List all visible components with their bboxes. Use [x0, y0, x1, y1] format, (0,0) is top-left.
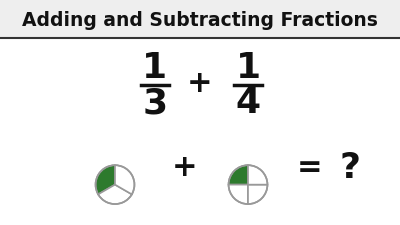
- Text: 1: 1: [142, 51, 168, 85]
- Text: Adding and Subtracting Fractions: Adding and Subtracting Fractions: [22, 11, 378, 29]
- Text: =: =: [297, 153, 323, 182]
- Text: ?: ?: [340, 151, 360, 185]
- Wedge shape: [248, 165, 268, 185]
- Text: +: +: [187, 68, 213, 97]
- Wedge shape: [115, 165, 134, 194]
- Wedge shape: [228, 185, 248, 204]
- Text: 4: 4: [236, 86, 260, 120]
- Text: 3: 3: [142, 86, 168, 120]
- Text: 1: 1: [236, 51, 260, 85]
- Wedge shape: [96, 165, 115, 194]
- Wedge shape: [248, 185, 268, 204]
- Wedge shape: [228, 165, 248, 185]
- Wedge shape: [98, 185, 132, 204]
- Text: +: +: [172, 153, 198, 182]
- Bar: [0, 0, 400, 38]
